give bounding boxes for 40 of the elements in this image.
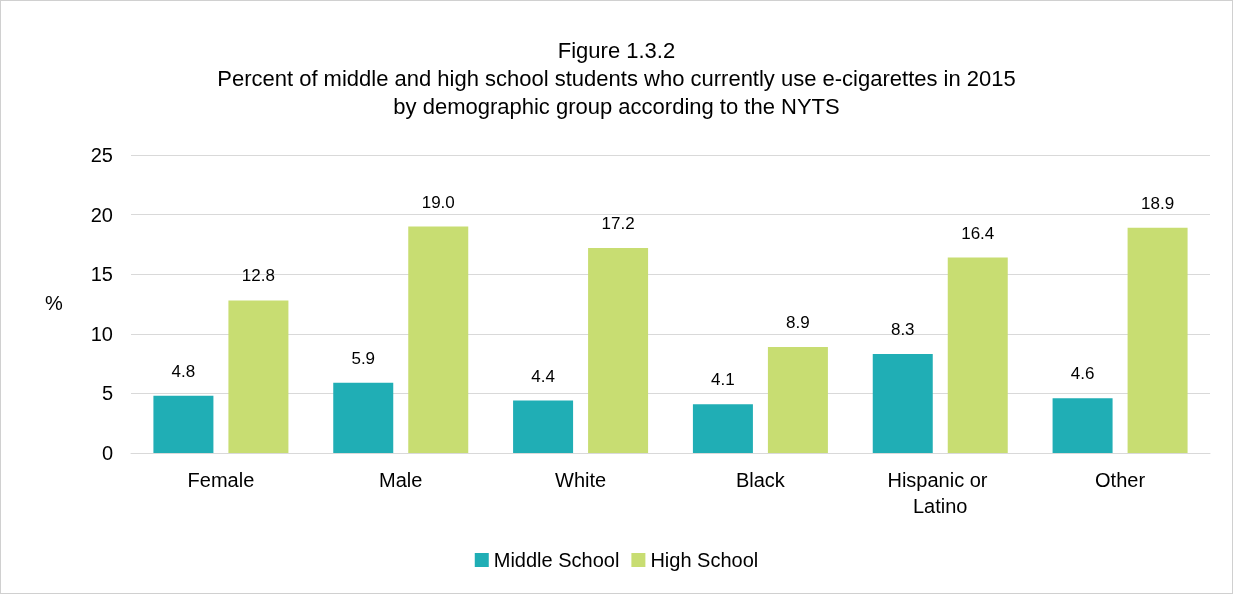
bar: [692, 404, 753, 453]
bar: [767, 346, 828, 453]
y-tick-label: 10: [90, 322, 113, 345]
data-label: 16.4: [961, 223, 995, 243]
x-tick-label: Hispanic or Latino: [887, 469, 994, 517]
x-tick-label: Male: [379, 469, 423, 491]
x-tick-label: White: [555, 469, 607, 491]
data-label: 8.9: [786, 312, 810, 332]
data-label: 17.2: [601, 213, 635, 233]
data-label: 18.9: [1141, 193, 1175, 213]
bar: [947, 257, 1008, 453]
legend-label: High School: [650, 549, 759, 571]
bar: [1052, 398, 1113, 453]
data-label: 12.8: [241, 266, 275, 286]
bar: [872, 354, 933, 453]
data-label: 4.4: [531, 366, 555, 386]
chart-title: Figure 1.3.2 Percent of middle and high school students who currently use e-cigarettes in 2015 by demographic group according to the NYTS: [217, 37, 1016, 119]
data-label: 5.9: [351, 348, 376, 368]
bar: [228, 300, 289, 453]
y-tick-label: 0: [101, 442, 113, 464]
y-tick-label: 20: [90, 203, 113, 226]
bar: [408, 226, 469, 453]
bar: [513, 400, 574, 453]
data-label: 19.0: [421, 192, 455, 212]
bar: [588, 247, 649, 453]
legend-label: Middle School: [493, 549, 620, 571]
y-axis-title: %: [45, 292, 63, 314]
bar: [1127, 227, 1188, 453]
bar: [333, 382, 394, 453]
data-label: 4.8: [171, 361, 196, 381]
data-label: 4.1: [711, 370, 735, 390]
x-tick-label: Female: [187, 469, 255, 491]
data-label: 8.3: [890, 320, 915, 340]
x-tick-label: Black: [735, 469, 786, 491]
y-tick-label: 5: [101, 382, 113, 405]
y-tick-label: 25: [90, 144, 113, 166]
x-tick-label: Other: [1095, 469, 1146, 491]
y-tick-label: 15: [90, 263, 113, 286]
bar: [153, 395, 214, 453]
data-label: 4.6: [1070, 364, 1095, 384]
